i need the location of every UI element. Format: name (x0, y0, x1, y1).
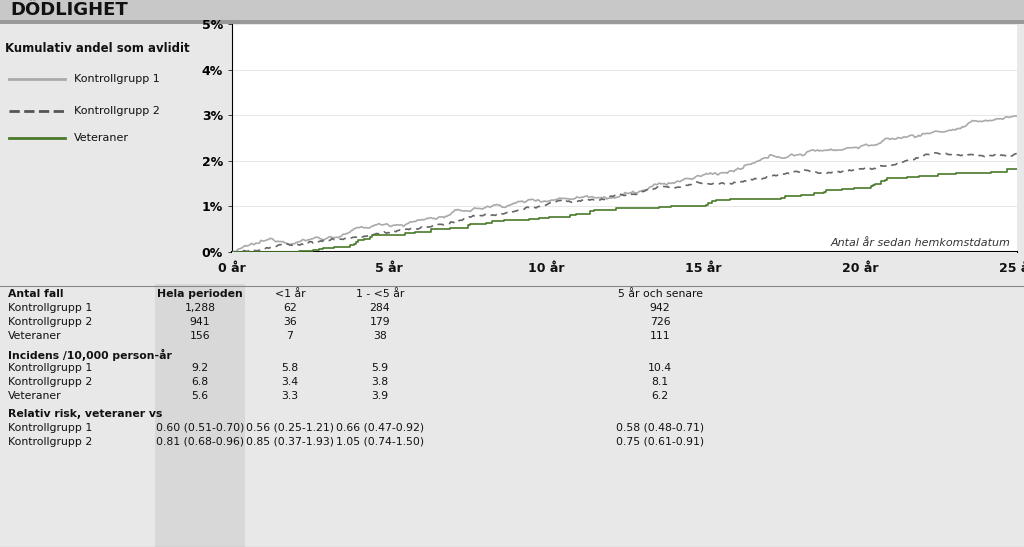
Text: 5.8: 5.8 (282, 363, 299, 373)
Text: 179: 179 (370, 317, 390, 327)
Text: 3.8: 3.8 (372, 377, 388, 387)
Text: Kontrollgrupp 2: Kontrollgrupp 2 (8, 437, 92, 447)
Text: 0 år: 0 år (218, 261, 246, 275)
Text: Kontrollgrupp 1: Kontrollgrupp 1 (74, 74, 160, 84)
Text: 36: 36 (283, 317, 297, 327)
Text: 941: 941 (189, 317, 210, 327)
Text: Hela perioden: Hela perioden (157, 289, 243, 299)
Text: 942: 942 (649, 303, 671, 313)
Text: 20 år: 20 år (842, 261, 879, 275)
Text: Kontrollgrupp 1: Kontrollgrupp 1 (8, 423, 92, 433)
Text: 0.85 (0.37-1.93): 0.85 (0.37-1.93) (246, 437, 334, 447)
Text: 38: 38 (373, 331, 387, 341)
Text: Kontrollgrupp 2: Kontrollgrupp 2 (74, 106, 160, 115)
Text: 3.4: 3.4 (282, 377, 299, 387)
Text: 6.8: 6.8 (191, 377, 209, 387)
Text: DÖDLIGHET: DÖDLIGHET (10, 1, 128, 19)
Text: Veteraner: Veteraner (74, 133, 129, 143)
Text: 25 år: 25 år (998, 261, 1024, 275)
Text: Kontrollgrupp 1: Kontrollgrupp 1 (8, 363, 92, 373)
Text: 156: 156 (189, 331, 210, 341)
Text: 3.3: 3.3 (282, 391, 299, 401)
Bar (155, 284, 245, 547)
Text: Relativ risk, veteraner vs: Relativ risk, veteraner vs (8, 409, 163, 419)
Text: Kontrollgrupp 2: Kontrollgrupp 2 (8, 377, 92, 387)
Text: 726: 726 (649, 317, 671, 327)
Text: 9.2: 9.2 (191, 363, 209, 373)
Text: 5 år: 5 år (375, 261, 402, 275)
Text: Incidens /10,000 person-år: Incidens /10,000 person-år (8, 349, 172, 361)
Text: 0.58 (0.48-0.71): 0.58 (0.48-0.71) (616, 423, 705, 433)
Text: 62: 62 (283, 303, 297, 313)
Text: 8.1: 8.1 (651, 377, 669, 387)
Text: 0.56 (0.25-1.21): 0.56 (0.25-1.21) (246, 423, 334, 433)
Text: Veteraner: Veteraner (8, 391, 61, 401)
Text: 111: 111 (649, 331, 671, 341)
Text: Kontrollgrupp 1: Kontrollgrupp 1 (8, 303, 92, 313)
Text: Kumulativ andel som avlidit: Kumulativ andel som avlidit (5, 42, 189, 55)
Text: 6.2: 6.2 (651, 391, 669, 401)
Text: 3.9: 3.9 (372, 391, 388, 401)
Text: 1 - <5 år: 1 - <5 år (355, 289, 404, 299)
Text: 0.60 (0.51-0.70): 0.60 (0.51-0.70) (156, 423, 244, 433)
Text: 0.66 (0.47-0.92): 0.66 (0.47-0.92) (336, 423, 424, 433)
Text: Antal år sedan hemkomstdatum: Antal år sedan hemkomstdatum (830, 238, 1011, 248)
Text: 0.81 (0.68-0.96): 0.81 (0.68-0.96) (156, 437, 244, 447)
Text: 7: 7 (287, 331, 294, 341)
Text: Veteraner: Veteraner (8, 331, 61, 341)
Text: Kontrollgrupp 2: Kontrollgrupp 2 (8, 317, 92, 327)
Text: 1.05 (0.74-1.50): 1.05 (0.74-1.50) (336, 437, 424, 447)
Text: Antal fall: Antal fall (8, 289, 63, 299)
Text: 284: 284 (370, 303, 390, 313)
Text: 0.75 (0.61-0.91): 0.75 (0.61-0.91) (616, 437, 705, 447)
Text: 10.4: 10.4 (648, 363, 672, 373)
Text: 15 år: 15 år (685, 261, 721, 275)
Text: 1,288: 1,288 (184, 303, 215, 313)
Text: 5.6: 5.6 (191, 391, 209, 401)
Text: <1 år: <1 år (274, 289, 305, 299)
Text: 5.9: 5.9 (372, 363, 388, 373)
Text: 10 år: 10 år (527, 261, 564, 275)
Text: 5 år och senare: 5 år och senare (617, 289, 702, 299)
